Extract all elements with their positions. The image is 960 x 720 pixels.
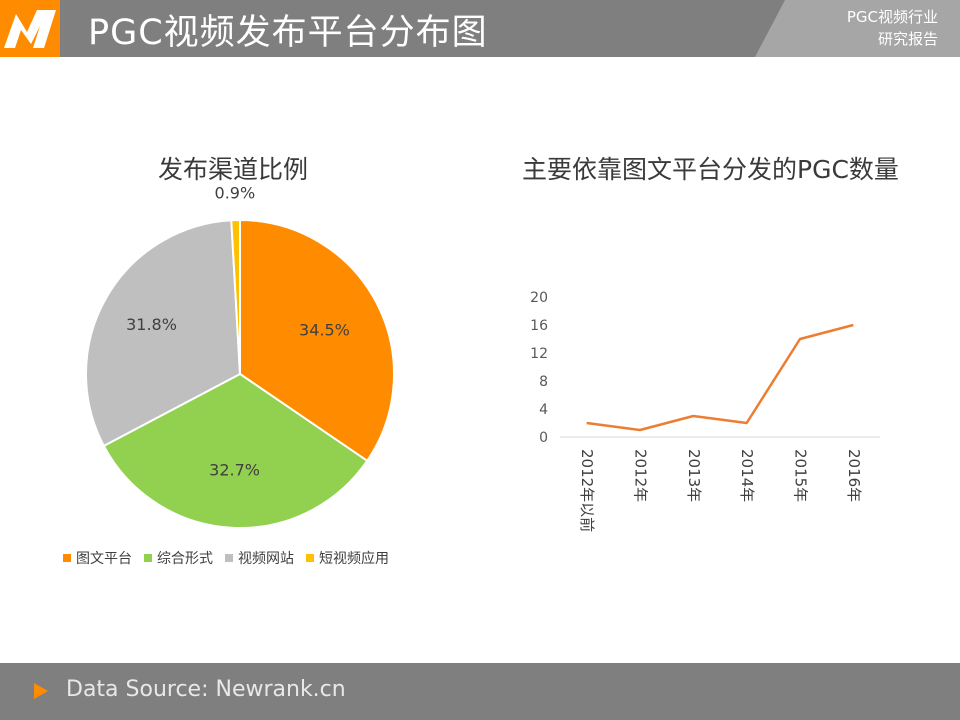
line-chart-title: 主要依靠图文平台分发的PGC数量 (522, 155, 899, 184)
pie-data-label: 32.7% (209, 460, 260, 479)
legend-swatch (306, 554, 314, 562)
legend-item-duanshipin: 短视频应用 (306, 548, 389, 568)
x-tick-label: 2012年 (632, 449, 650, 502)
logo (0, 0, 60, 57)
header-bar: PGC视频发布平台分布图 PGC视频行业 研究报告 (0, 0, 960, 57)
legend-label: 短视频应用 (319, 551, 389, 567)
y-tick-label: 16 (530, 318, 548, 334)
data-source: Data Source: Newrank.cn (66, 677, 346, 702)
footer-bar: Data Source: Newrank.cn (0, 663, 960, 720)
x-tick-label: 2012年以前 (578, 449, 596, 532)
legend-swatch (144, 554, 152, 562)
report-label-line2: 研究报告 (877, 30, 938, 48)
line-chart: 0 4 8 12 16 20 2012年以前 2012年 2013年 2014年 2015年 2016… (530, 290, 880, 532)
page-title: PGC视频发布平台分布图 (88, 13, 488, 53)
series-line (586, 323, 854, 432)
pie-slice (102, 372, 369, 529)
pie-chart: 34.5% 32.7% 31.8% 0.9% (85, 183, 395, 529)
legend-label: 综合形式 (157, 551, 213, 567)
y-tick-label: 4 (539, 402, 548, 418)
legend-label: 视频网站 (238, 551, 294, 567)
legend-item-zonghe: 综合形式 (144, 548, 213, 568)
x-tick-label: 2015年 (792, 449, 810, 502)
legend-item-tuwen: 图文平台 (63, 548, 132, 568)
pie-slice (230, 218, 241, 375)
legend-swatch (63, 554, 71, 562)
pie-chart-title: 发布渠道比例 (158, 155, 309, 184)
pie-slice (239, 218, 395, 463)
legend-item-shipin: 视频网站 (225, 548, 294, 568)
report-label: PGC视频行业 研究报告 (847, 6, 938, 50)
report-label-line1: PGC视频行业 (846, 8, 938, 26)
y-tick-label: 0 (539, 430, 548, 446)
x-tick-label: 2014年 (738, 449, 756, 502)
report-tag: PGC视频行业 研究报告 (755, 0, 960, 57)
y-tick-label: 20 (530, 290, 548, 306)
x-tick-label: 2013年 (685, 449, 703, 502)
pie-data-label: 31.8% (126, 315, 177, 334)
pie-data-label: 0.9% (215, 183, 256, 202)
y-tick-label: 12 (530, 346, 548, 362)
play-arrow-icon (34, 683, 48, 699)
pie-legend: 图文平台 综合形式 视频网站 短视频应用 (63, 548, 389, 568)
legend-swatch (225, 554, 233, 562)
x-tick-label: 2016年 (845, 449, 863, 502)
legend-label: 图文平台 (76, 551, 132, 567)
pie-slice (85, 219, 242, 448)
pie-data-label: 34.5% (299, 320, 350, 339)
y-tick-label: 8 (539, 374, 548, 390)
